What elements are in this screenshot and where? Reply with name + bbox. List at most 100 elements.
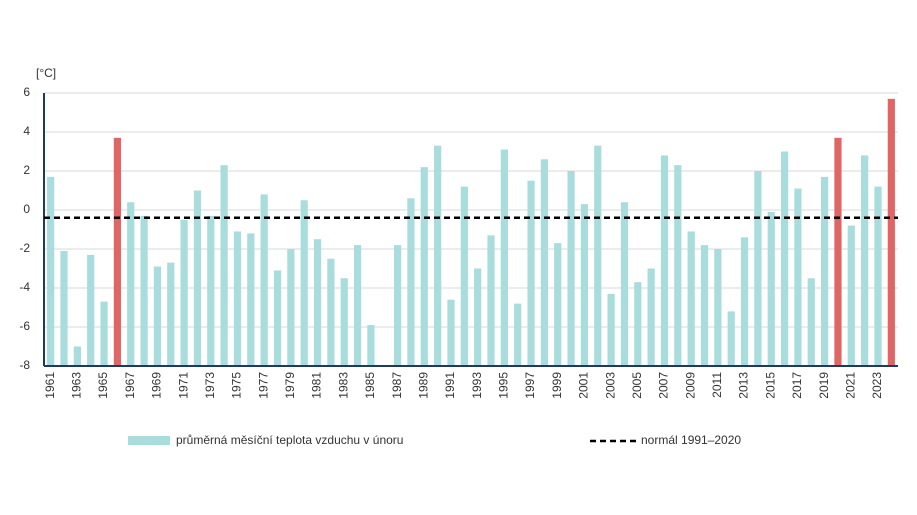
x-tick-label: 2021 xyxy=(843,372,857,399)
x-tick-label: 2013 xyxy=(737,372,751,399)
bar xyxy=(554,243,562,366)
bar xyxy=(514,303,522,366)
legend-label: normál 1991–2020 xyxy=(641,433,741,447)
bar xyxy=(434,145,442,366)
bar xyxy=(394,245,402,366)
bar xyxy=(460,186,468,366)
y-unit: [°C] xyxy=(36,66,56,80)
bar xyxy=(660,155,669,366)
bar xyxy=(620,202,629,366)
bar xyxy=(780,151,789,366)
x-tick-label: 2007 xyxy=(657,372,671,399)
bar xyxy=(113,137,121,366)
x-tick-label: 1981 xyxy=(310,372,324,399)
bar xyxy=(580,204,589,366)
bar xyxy=(540,159,548,366)
x-tick-label: 2019 xyxy=(817,372,831,399)
y-tick-label: 4 xyxy=(23,124,30,138)
x-tick-label: 2003 xyxy=(603,372,617,399)
bar xyxy=(180,219,188,366)
x-tick-label: 1973 xyxy=(203,372,217,399)
x-tick-label: 1997 xyxy=(523,372,537,399)
bar xyxy=(794,188,802,366)
bar xyxy=(273,270,282,366)
bar xyxy=(233,231,242,366)
y-tick-label: 0 xyxy=(23,202,30,216)
x-tick-label: 1975 xyxy=(230,372,244,399)
x-tick-label: 1995 xyxy=(497,372,511,399)
y-tick-label: -4 xyxy=(19,280,30,294)
bar xyxy=(567,171,575,366)
bar xyxy=(420,167,428,366)
bar xyxy=(140,215,148,366)
bar xyxy=(754,171,762,366)
bar xyxy=(353,245,362,366)
bar xyxy=(153,266,162,366)
bar xyxy=(407,198,415,366)
bar xyxy=(740,237,749,366)
y-tick-label: -2 xyxy=(19,241,30,255)
bar xyxy=(167,262,175,366)
x-tick-label: 1971 xyxy=(176,372,190,399)
x-tick-label: 1977 xyxy=(256,372,270,399)
bar xyxy=(687,231,695,366)
x-tick-label: 1987 xyxy=(390,372,404,399)
legend-label: průměrná měsíční teplota vzduchu v únoru xyxy=(176,433,403,447)
bar xyxy=(727,311,735,366)
x-tick-label: 2009 xyxy=(683,372,697,399)
y-tick-label: 2 xyxy=(23,163,30,177)
x-tick-label: 1979 xyxy=(283,372,297,399)
bar xyxy=(220,165,228,366)
bar xyxy=(500,149,508,366)
bar xyxy=(807,278,815,366)
x-tick-label: 1983 xyxy=(336,372,350,399)
bar xyxy=(87,254,95,366)
bar xyxy=(60,250,68,366)
bar xyxy=(700,245,709,366)
bar xyxy=(714,249,722,366)
bar xyxy=(487,235,495,366)
bar xyxy=(247,233,255,366)
bar xyxy=(527,180,535,366)
bar xyxy=(647,268,655,366)
bar xyxy=(634,282,642,366)
bar xyxy=(327,258,335,366)
x-tick-label: 1989 xyxy=(416,372,430,399)
bar xyxy=(874,186,882,366)
bar xyxy=(474,268,482,366)
x-tick-label: 1961 xyxy=(43,372,57,399)
bar xyxy=(847,225,855,366)
bar xyxy=(313,239,322,366)
x-tick-label: 1963 xyxy=(70,372,84,399)
bar xyxy=(834,137,842,366)
x-tick-label: 2001 xyxy=(577,372,591,399)
bar xyxy=(127,202,135,366)
bar xyxy=(73,346,81,366)
x-tick-label: 1985 xyxy=(363,372,377,399)
bar xyxy=(594,145,602,366)
bar xyxy=(340,278,348,366)
y-tick-label: 6 xyxy=(23,85,30,99)
bar xyxy=(47,176,55,366)
bar xyxy=(287,249,295,366)
x-tick-label: 1991 xyxy=(443,372,457,399)
bar xyxy=(821,176,829,366)
bar xyxy=(674,165,682,366)
bar xyxy=(367,325,375,366)
bar xyxy=(447,299,455,366)
x-tick-label: 1999 xyxy=(550,372,564,399)
bar xyxy=(887,98,895,366)
x-tick-label: 1967 xyxy=(123,372,137,399)
x-tick-label: 2011 xyxy=(710,372,724,398)
x-tick-label: 1969 xyxy=(150,372,164,399)
y-tick-label: -6 xyxy=(19,319,30,333)
bar xyxy=(300,200,308,366)
bar xyxy=(193,190,202,366)
x-tick-label: 2005 xyxy=(630,372,644,399)
y-tick-label: -8 xyxy=(19,358,30,372)
bar xyxy=(607,293,615,366)
x-tick-label: 1993 xyxy=(470,372,484,399)
x-tick-label: 2017 xyxy=(790,372,804,399)
bar xyxy=(100,301,108,366)
